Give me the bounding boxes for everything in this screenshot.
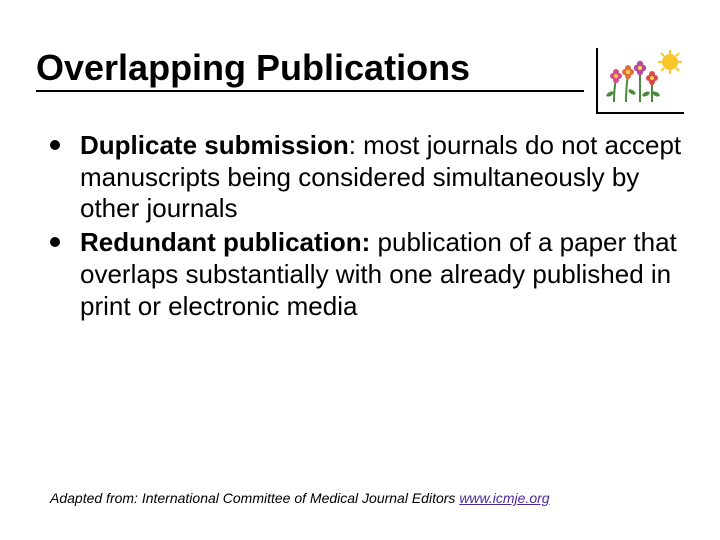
- title-row: Overlapping Publications: [36, 48, 684, 108]
- bullet-icon: [50, 140, 60, 150]
- bullet-icon: [50, 237, 60, 247]
- logo-region: [596, 48, 684, 114]
- footer-citation: Adapted from: International Committee of…: [50, 490, 550, 506]
- title-underline: [36, 90, 584, 92]
- list-item: Redundant publication: publication of a …: [44, 227, 684, 322]
- slide-container: Overlapping Publications: [0, 0, 720, 540]
- bullet-term: Redundant publication:: [80, 227, 370, 257]
- flowers-sun-icon: [604, 50, 682, 106]
- bullet-term: Duplicate submission: [80, 130, 349, 160]
- footer-link[interactable]: www.icmje.org: [459, 490, 549, 506]
- slide-title: Overlapping Publications: [36, 48, 684, 88]
- bullet-list: Duplicate submission: most journals do n…: [36, 130, 684, 322]
- footer-prefix: Adapted from: International Committee of…: [50, 490, 459, 506]
- list-item: Duplicate submission: most journals do n…: [44, 130, 684, 225]
